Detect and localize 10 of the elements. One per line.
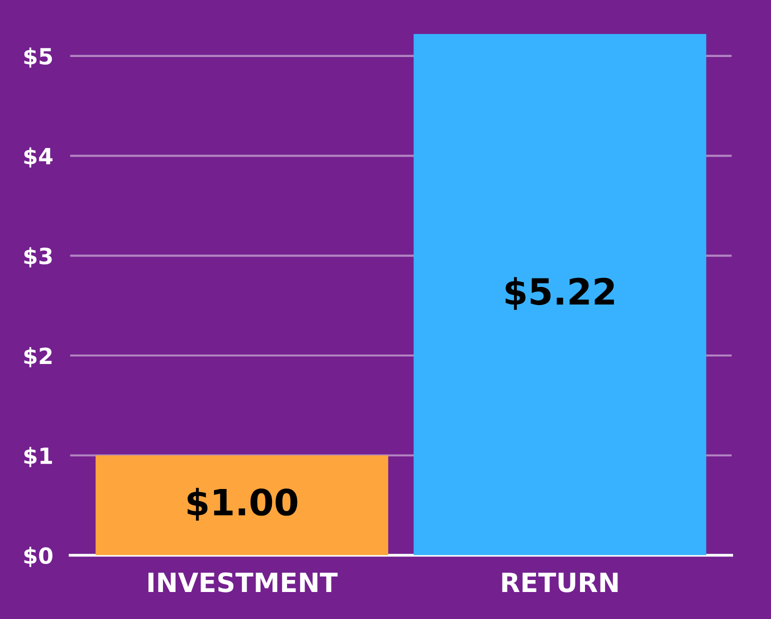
y-tick-label: $2	[24, 347, 52, 368]
data-label: $1.00	[188, 488, 298, 521]
y-tick-label: $1	[24, 446, 52, 468]
data-label: $5.22	[506, 277, 614, 310]
x-tick-label: INVESTMENT	[148, 572, 338, 592]
y-tick-label: $5	[24, 47, 52, 68]
y-tick-label: $4	[24, 147, 52, 168]
y-tick-label: $3	[24, 247, 52, 268]
x-tick-label: RETURN	[502, 572, 618, 592]
y-tick-label: $0	[24, 546, 52, 567]
